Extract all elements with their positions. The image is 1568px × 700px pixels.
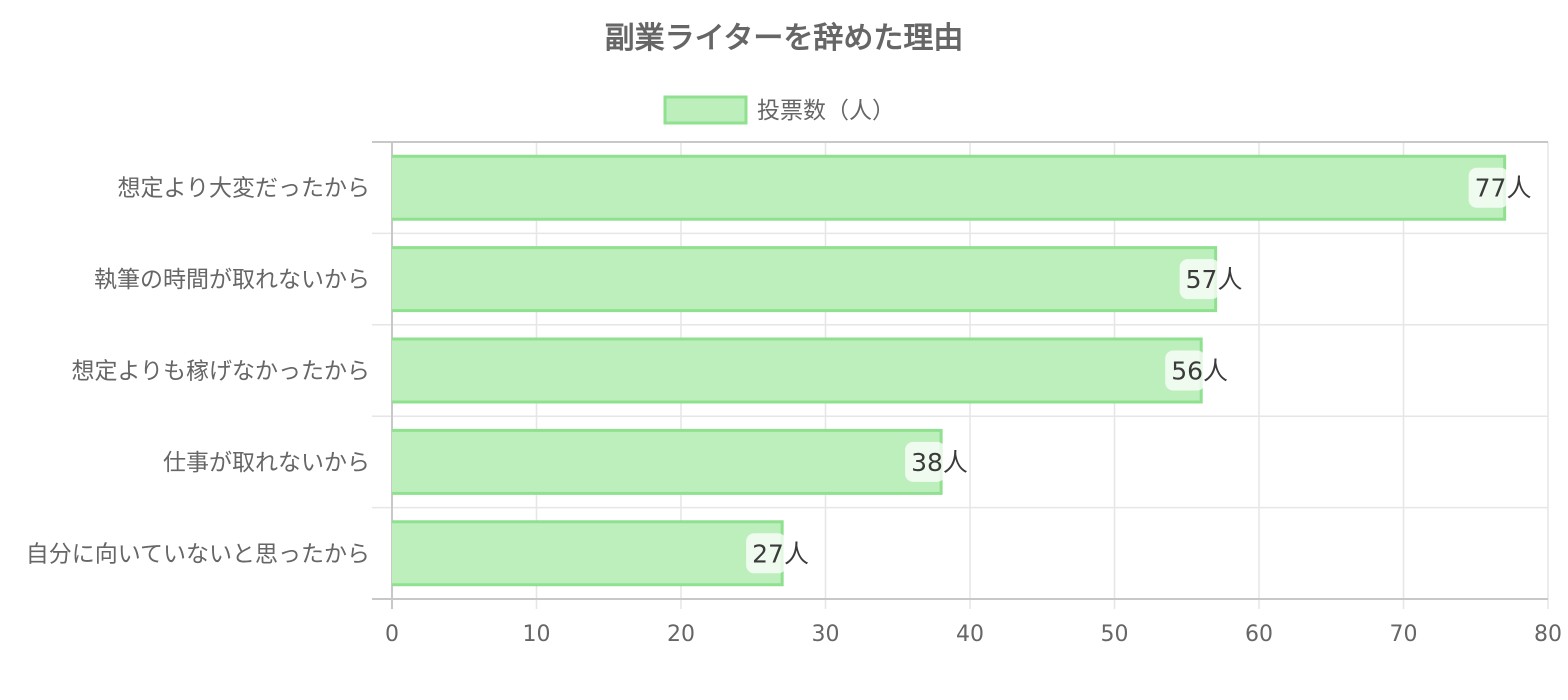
data-label-background bbox=[746, 533, 787, 574]
x-tick-label: 10 bbox=[523, 622, 551, 647]
bars bbox=[392, 154, 1507, 587]
category-axis: 想定より大変だったから執筆の時間が取れないから想定よりも稼げなかったから仕事が取… bbox=[26, 176, 370, 568]
chart-title: 副業ライターを辞めた理由 bbox=[605, 21, 964, 56]
category-label: 想定よりも稼げなかったから bbox=[71, 359, 370, 385]
bar[interactable] bbox=[392, 430, 942, 494]
x-tick-label: 70 bbox=[1390, 622, 1418, 647]
data-label: 56人 bbox=[1171, 357, 1228, 386]
data-labels: 77人 57人 56人 38人 27人 bbox=[746, 167, 1532, 574]
x-tick-label: 30 bbox=[812, 622, 840, 647]
data-label: 77人 bbox=[1475, 174, 1532, 203]
x-tick-label: 20 bbox=[667, 622, 695, 647]
x-tick-label: 50 bbox=[1101, 622, 1129, 647]
data-label-background bbox=[905, 441, 946, 482]
bar[interactable] bbox=[392, 339, 1202, 402]
category-label: 自分に向いていないと思ったから bbox=[26, 541, 370, 567]
legend[interactable]: 投票数（人） bbox=[663, 95, 895, 125]
data-label-background bbox=[1165, 350, 1206, 391]
data-label-background bbox=[1468, 167, 1509, 208]
x-tick-label: 60 bbox=[1245, 622, 1273, 647]
category-label: 執筆の時間が取れないから bbox=[94, 267, 370, 293]
data-label: 38人 bbox=[911, 448, 968, 477]
value-axis: 0 10 20 30 40 50 60 70 80 bbox=[385, 622, 1562, 647]
legend-label: 投票数（人） bbox=[757, 98, 895, 124]
data-label-background bbox=[1179, 259, 1220, 300]
bar[interactable] bbox=[392, 247, 1216, 311]
x-tick-label: 0 bbox=[385, 622, 399, 647]
bar[interactable] bbox=[392, 521, 783, 585]
bar[interactable] bbox=[392, 156, 1505, 220]
category-label: 想定より大変だったから bbox=[117, 176, 370, 202]
x-tick-label: 40 bbox=[956, 622, 984, 647]
category-label: 仕事が取れないから bbox=[163, 450, 370, 476]
x-tick-label: 80 bbox=[1534, 622, 1562, 647]
data-label: 27人 bbox=[752, 539, 809, 568]
legend-swatch bbox=[663, 95, 748, 125]
data-label: 57人 bbox=[1186, 265, 1243, 294]
